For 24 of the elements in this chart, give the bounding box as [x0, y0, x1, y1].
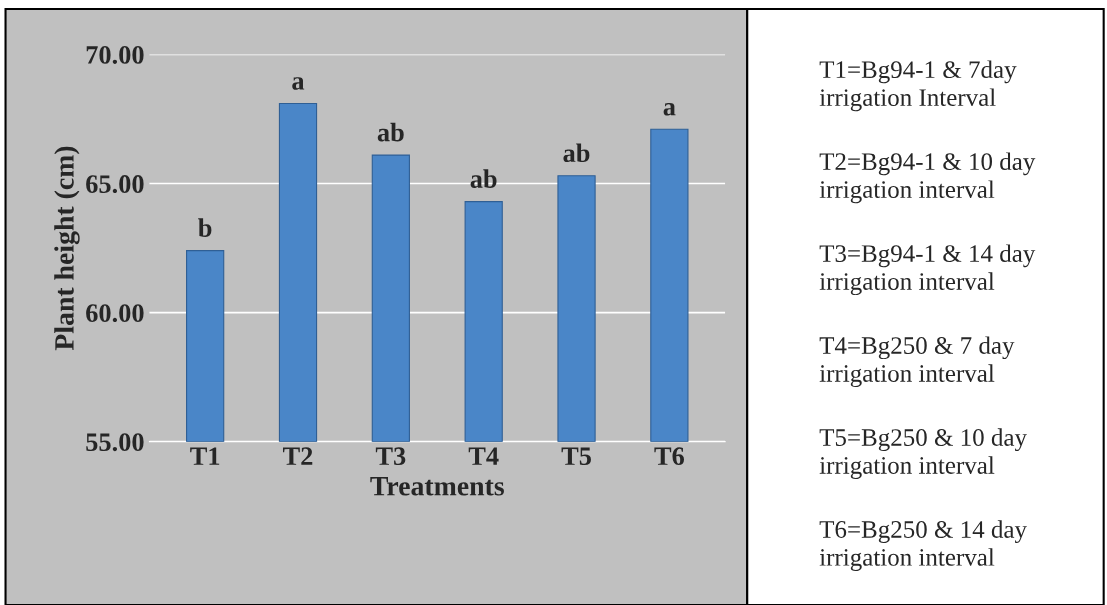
x-axis-title: Treatments	[370, 477, 504, 496]
y-axis-title: Plant height (cm)	[54, 146, 80, 351]
y-tick-label: 60.00	[86, 304, 144, 323]
text: T5=Bg250 & 10 day irrigation interval	[819, 428, 1027, 480]
y-tick-label: 65.00	[86, 175, 144, 194]
annotation: ab	[470, 169, 497, 188]
annotation: ab	[563, 143, 590, 163]
y-tick-label: 55.00	[86, 433, 144, 452]
x-tick-label: T6	[654, 447, 684, 466]
y-tick-label: 70.00	[86, 46, 144, 64]
x-tick-label: T3	[375, 447, 406, 466]
text: T1=Bg94-1 & 7day irrigation Interval	[819, 60, 1017, 112]
x-tick-label: T2	[283, 447, 313, 465]
x-tick-label: T4	[468, 447, 499, 465]
text: T4=Bg250 & 7 day irrigation interval	[819, 336, 1015, 388]
text: T2=Bg94-1 & 10 day irrigation interval	[819, 152, 1036, 204]
annotation: b	[198, 218, 212, 237]
text: T3=Bg94-1 & 14 day irrigation interval	[819, 244, 1036, 296]
x-tick-label: T1	[190, 447, 220, 465]
annotation: a	[292, 77, 305, 90]
text: T6=Bg250 & 14 day irrigation interval	[819, 520, 1027, 571]
annotation: a	[663, 102, 676, 116]
annotation: ab	[377, 122, 404, 142]
x-tick-label: T5	[561, 447, 591, 466]
